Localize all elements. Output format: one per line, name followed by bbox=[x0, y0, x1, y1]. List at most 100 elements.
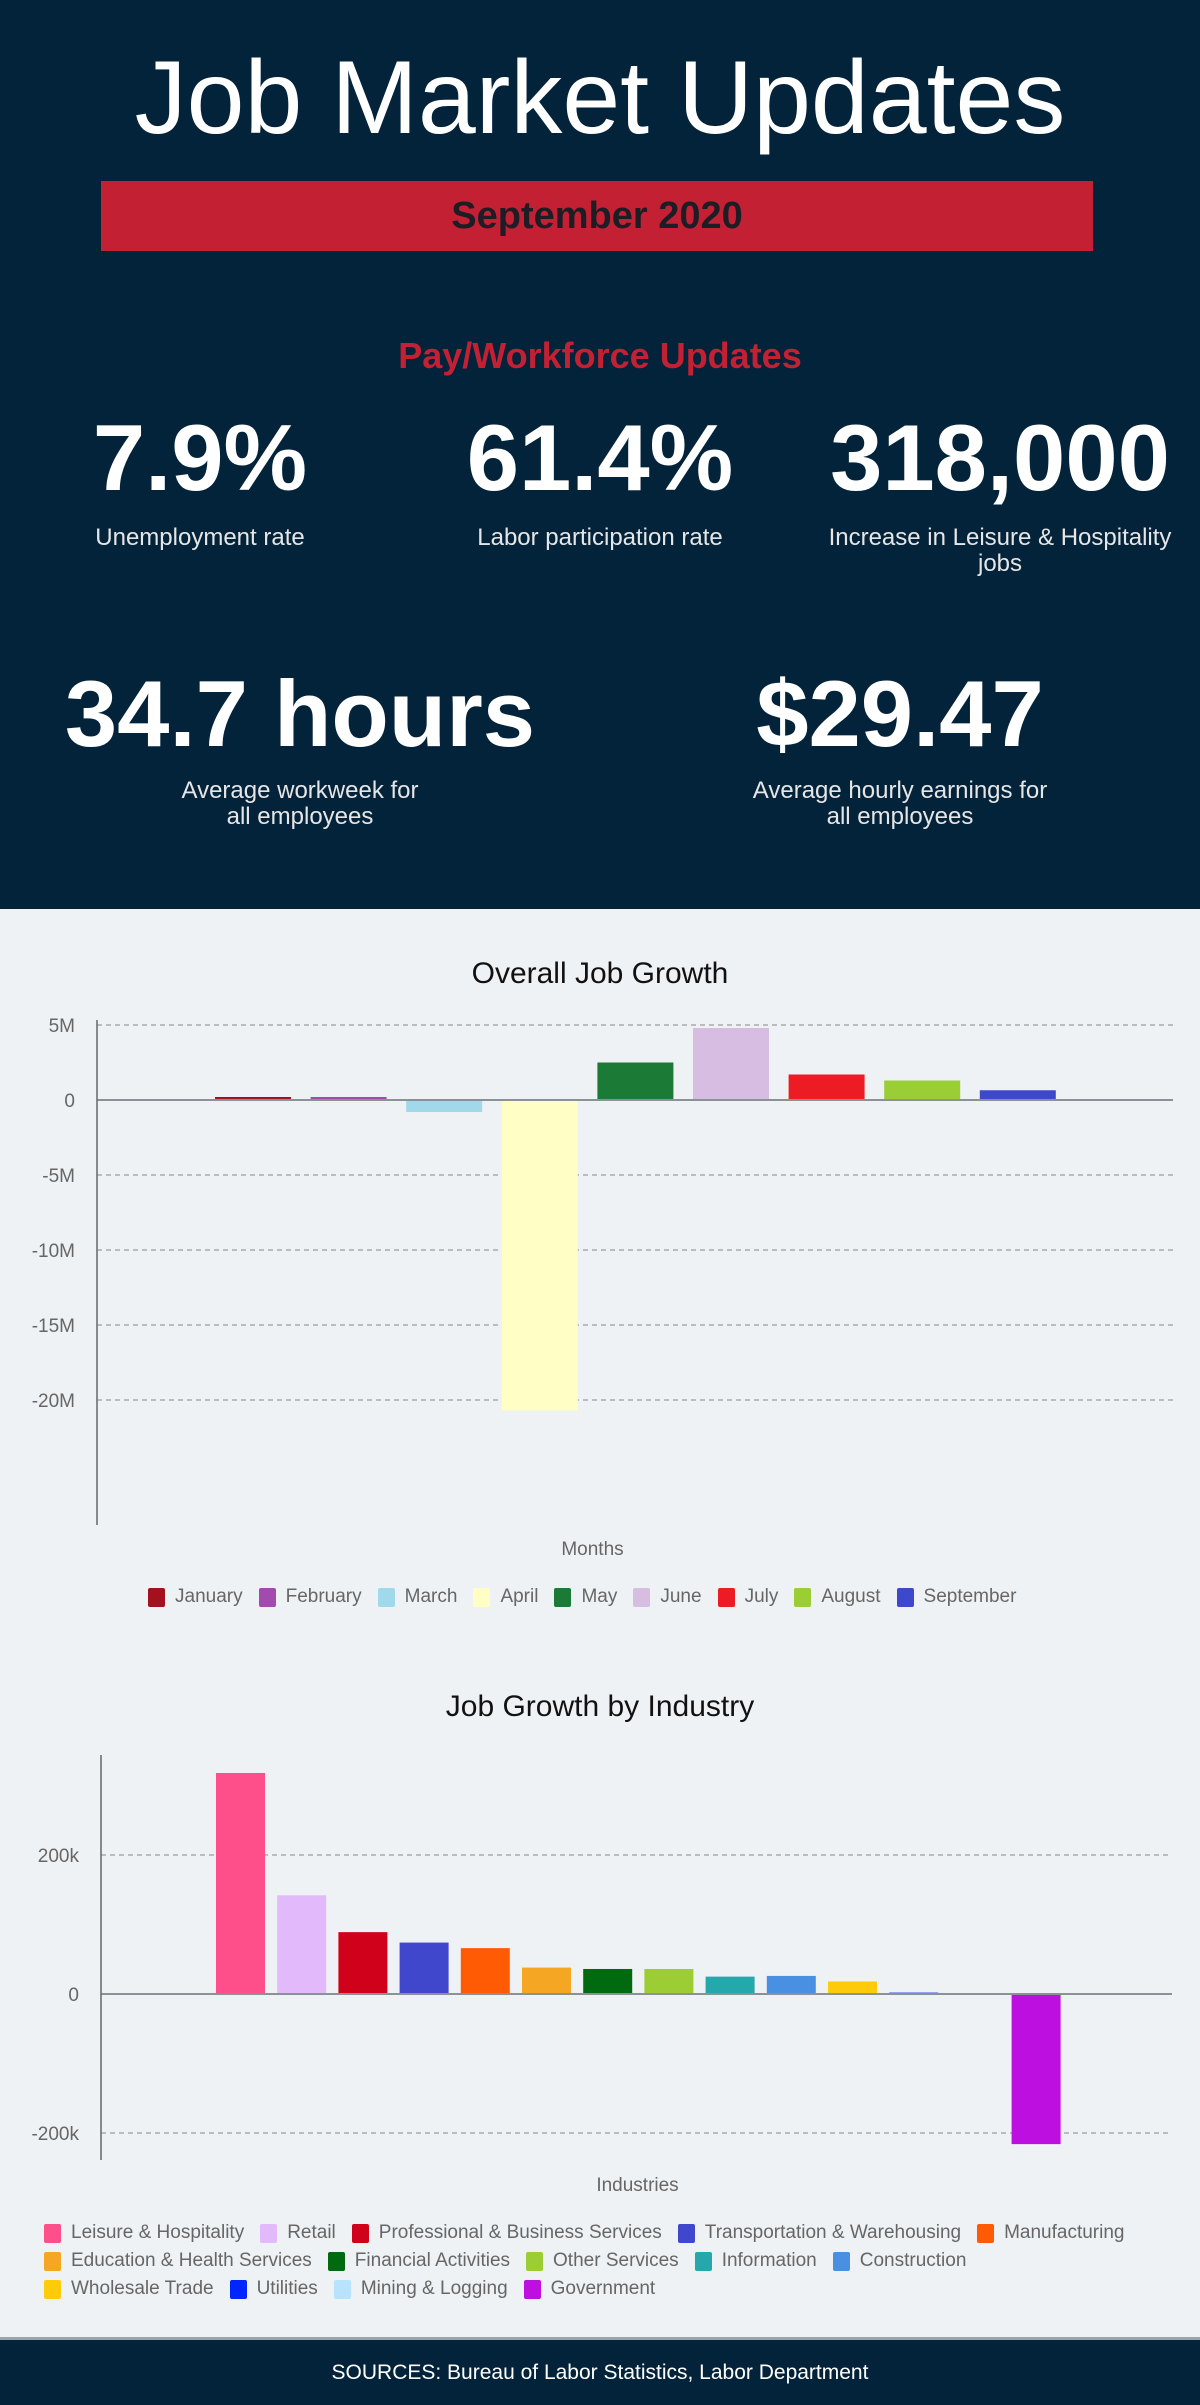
legend: Leisure & Hospitality Retail Professional … bbox=[44, 2219, 1194, 2303]
legend-item[interactable]: Transportation & Warehousing bbox=[677, 2219, 961, 2247]
legend-label: April bbox=[500, 1586, 539, 1607]
x-axis-label: Months bbox=[561, 1539, 624, 1560]
legend-swatch bbox=[148, 1587, 165, 1607]
chart-title: Job Growth by Industry bbox=[445, 1690, 755, 1723]
legend-label: Government bbox=[550, 2278, 656, 2299]
bar-professional-business-services bbox=[338, 1932, 388, 1994]
legend-item[interactable]: Education & Health Services bbox=[44, 2247, 312, 2275]
legend-item[interactable]: Information bbox=[694, 2247, 817, 2275]
bar-may bbox=[597, 1062, 674, 1100]
legend-item[interactable]: Other Services bbox=[526, 2247, 679, 2275]
legend-item[interactable]: April bbox=[473, 1583, 538, 1611]
bar-manufacturing bbox=[460, 1948, 510, 1994]
bar-september bbox=[979, 1090, 1056, 1100]
legend-item[interactable]: Construction bbox=[832, 2247, 967, 2275]
legend-item[interactable]: Retail bbox=[260, 2219, 336, 2247]
bar-january bbox=[215, 1097, 291, 1100]
stat-value: 318,000 bbox=[830, 405, 1170, 510]
legend-swatch bbox=[473, 1587, 491, 1607]
legend-item[interactable]: Government bbox=[523, 2275, 656, 2303]
y-tick-label: 0 bbox=[68, 1985, 79, 2006]
legend-label: Utilities bbox=[256, 2278, 318, 2299]
y-tick-label: 200k bbox=[38, 1846, 80, 1867]
header: Job Market Updates September 2020 Pay/Wo… bbox=[0, 0, 1200, 909]
legend-item[interactable]: January bbox=[148, 1583, 243, 1611]
legend-swatch bbox=[44, 2279, 61, 2299]
legend-item[interactable]: February bbox=[258, 1583, 362, 1611]
legend-label: May bbox=[581, 1586, 618, 1607]
legend-label: February bbox=[285, 1586, 362, 1607]
legend-swatch bbox=[554, 1587, 572, 1607]
legend-item[interactable]: Financial Activities bbox=[327, 2247, 511, 2275]
legend-item[interactable]: Leisure & Hospitality bbox=[44, 2219, 244, 2247]
chart-title: Overall Job Growth bbox=[471, 957, 729, 990]
bar-march bbox=[406, 1100, 483, 1112]
legend-item[interactable]: May bbox=[554, 1583, 617, 1611]
legend-swatch bbox=[677, 2223, 695, 2243]
bar-government bbox=[1011, 1994, 1061, 2145]
legend-item[interactable]: Wholesale Trade bbox=[44, 2275, 214, 2303]
legend-swatch bbox=[377, 1587, 395, 1607]
legend-label: July bbox=[744, 1586, 779, 1607]
legend-label: March bbox=[404, 1586, 458, 1607]
legend-item[interactable]: July bbox=[717, 1583, 779, 1611]
bar-wholesale-trade bbox=[828, 1981, 877, 1994]
legend-item[interactable]: Mining & Logging bbox=[333, 2275, 508, 2303]
bar-other-services bbox=[644, 1968, 694, 1994]
legend-item[interactable]: Utilities bbox=[229, 2275, 318, 2303]
legend-swatch bbox=[523, 2279, 541, 2299]
stat-label: Average hourly earnings for all employee… bbox=[752, 777, 1048, 830]
legend-swatch bbox=[351, 2223, 369, 2243]
bar-construction bbox=[766, 1975, 816, 1994]
bar-february bbox=[310, 1097, 387, 1100]
legend-label: Leisure & Hospitality bbox=[71, 2222, 245, 2243]
legend-label: June bbox=[660, 1586, 702, 1607]
legend-swatch bbox=[258, 1587, 276, 1607]
legend-label: January bbox=[175, 1586, 243, 1607]
legend-swatch bbox=[794, 1587, 812, 1607]
y-tick-label: -20M bbox=[32, 1391, 75, 1412]
legend-item[interactable]: August bbox=[794, 1583, 881, 1611]
y-tick-label: -200k bbox=[31, 2124, 79, 2145]
stat-label: Labor participation rate bbox=[477, 524, 723, 551]
legend-item[interactable]: Manufacturing bbox=[977, 2219, 1124, 2247]
legend-item[interactable]: September bbox=[896, 1583, 1017, 1611]
bar-retail bbox=[277, 1895, 327, 1994]
legend-item[interactable]: June bbox=[633, 1583, 702, 1611]
stat-value: 34.7 hours bbox=[64, 661, 536, 766]
bar-leisure-hospitality bbox=[216, 1772, 265, 1994]
bar-information bbox=[705, 1976, 755, 1994]
stat-value: 61.4% bbox=[466, 405, 734, 510]
y-tick-label: 0 bbox=[64, 1091, 75, 1112]
legend-label: Construction bbox=[859, 2250, 967, 2271]
legend-label: September bbox=[923, 1586, 1017, 1607]
legend-label: Retail bbox=[287, 2222, 336, 2243]
bar-april bbox=[501, 1100, 578, 1411]
stat-label: Average workweek for all employees bbox=[181, 777, 419, 830]
bar-july bbox=[788, 1074, 865, 1100]
legend-label: Manufacturing bbox=[1004, 2222, 1125, 2243]
legend-label: Education & Health Services bbox=[71, 2250, 312, 2271]
stat-value: 7.9% bbox=[92, 405, 308, 510]
bar-transportation-warehousing bbox=[399, 1942, 449, 1994]
legend-label: Mining & Logging bbox=[360, 2278, 508, 2299]
stat-label: Unemployment rate bbox=[95, 524, 305, 551]
legend-label: Financial Activities bbox=[354, 2250, 511, 2271]
legend-item[interactable]: March bbox=[377, 1583, 458, 1611]
y-tick-label: -10M bbox=[32, 1241, 75, 1262]
bar-august bbox=[884, 1080, 961, 1100]
legend-swatch bbox=[633, 1587, 651, 1607]
legend-swatch bbox=[333, 2279, 351, 2299]
legend: January February March April May June July Augu… bbox=[148, 1583, 1148, 1611]
legend-label: Professional & Business Services bbox=[378, 2222, 662, 2243]
legend-label: Information bbox=[721, 2250, 817, 2271]
legend-swatch bbox=[832, 2251, 850, 2271]
page-title: Job Market Updates bbox=[134, 40, 1066, 156]
legend-label: Other Services bbox=[553, 2250, 679, 2271]
section-title: Pay/Workforce Updates bbox=[398, 335, 802, 376]
legend-swatch bbox=[229, 2279, 247, 2299]
legend-swatch bbox=[260, 2223, 278, 2243]
y-tick-label: 5M bbox=[49, 1016, 75, 1037]
y-tick-label: -15M bbox=[32, 1316, 75, 1337]
legend-item[interactable]: Professional & Business Services bbox=[351, 2219, 662, 2247]
